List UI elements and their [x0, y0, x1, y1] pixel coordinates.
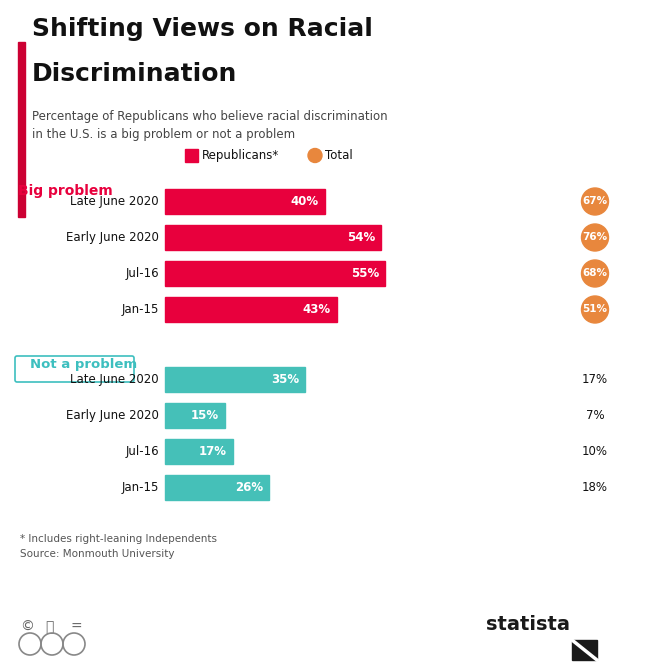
Text: 55%: 55%	[351, 267, 379, 280]
Circle shape	[308, 149, 322, 163]
Text: Jan-15: Jan-15	[122, 303, 159, 316]
Bar	[165, 475, 269, 500]
Bar	[165, 403, 225, 428]
Circle shape	[581, 296, 609, 323]
Text: 35%: 35%	[271, 373, 299, 386]
Text: ©: ©	[20, 620, 34, 634]
Text: 76%: 76%	[583, 233, 607, 243]
Text: Early June 2020: Early June 2020	[66, 409, 159, 422]
Text: statista: statista	[486, 615, 570, 634]
Text: 26%: 26%	[235, 481, 263, 494]
Bar	[165, 261, 385, 286]
Text: 67%: 67%	[583, 196, 607, 206]
Text: =: =	[70, 620, 81, 634]
Text: Percentage of Republicans who believe racial discrimination
in the U.S. is a big: Percentage of Republicans who believe ra…	[32, 110, 388, 141]
Text: 15%: 15%	[191, 409, 219, 422]
Text: 7%: 7%	[586, 409, 604, 422]
Text: * Includes right-leaning Independents
Source: Monmouth University: * Includes right-leaning Independents So…	[20, 534, 217, 559]
FancyBboxPatch shape	[15, 356, 134, 382]
Bar	[572, 640, 597, 660]
Text: 10%: 10%	[582, 445, 608, 458]
Bar	[165, 297, 337, 322]
Text: Jul-16: Jul-16	[126, 445, 159, 458]
Text: ⓘ: ⓘ	[45, 620, 53, 634]
Text: 17%: 17%	[199, 445, 227, 458]
Circle shape	[581, 188, 609, 215]
Text: Jan-15: Jan-15	[122, 481, 159, 494]
Bar	[165, 367, 305, 392]
Text: Late June 2020: Late June 2020	[71, 373, 159, 386]
Text: Not a problem: Not a problem	[30, 358, 137, 371]
Text: 40%: 40%	[291, 195, 319, 208]
Circle shape	[581, 224, 609, 251]
Text: Republicans*: Republicans*	[202, 149, 280, 162]
Text: Discrimination: Discrimination	[32, 62, 237, 86]
Bar	[165, 189, 325, 214]
Text: 18%: 18%	[582, 481, 608, 494]
Bar	[185, 149, 198, 162]
Text: 51%: 51%	[583, 304, 607, 314]
Text: Early June 2020: Early June 2020	[66, 231, 159, 244]
Text: Jul-16: Jul-16	[126, 267, 159, 280]
Text: 54%: 54%	[347, 231, 375, 244]
Text: Shifting Views on Racial: Shifting Views on Racial	[32, 17, 373, 41]
Bar	[165, 225, 381, 250]
Circle shape	[581, 260, 609, 287]
Text: Big problem: Big problem	[18, 184, 113, 198]
Bar	[165, 439, 233, 464]
Bar	[18, 42, 25, 217]
Text: Total: Total	[325, 149, 353, 162]
Text: 17%: 17%	[582, 373, 608, 386]
Text: 43%: 43%	[303, 303, 331, 316]
Text: 68%: 68%	[583, 269, 607, 278]
Text: Late June 2020: Late June 2020	[71, 195, 159, 208]
